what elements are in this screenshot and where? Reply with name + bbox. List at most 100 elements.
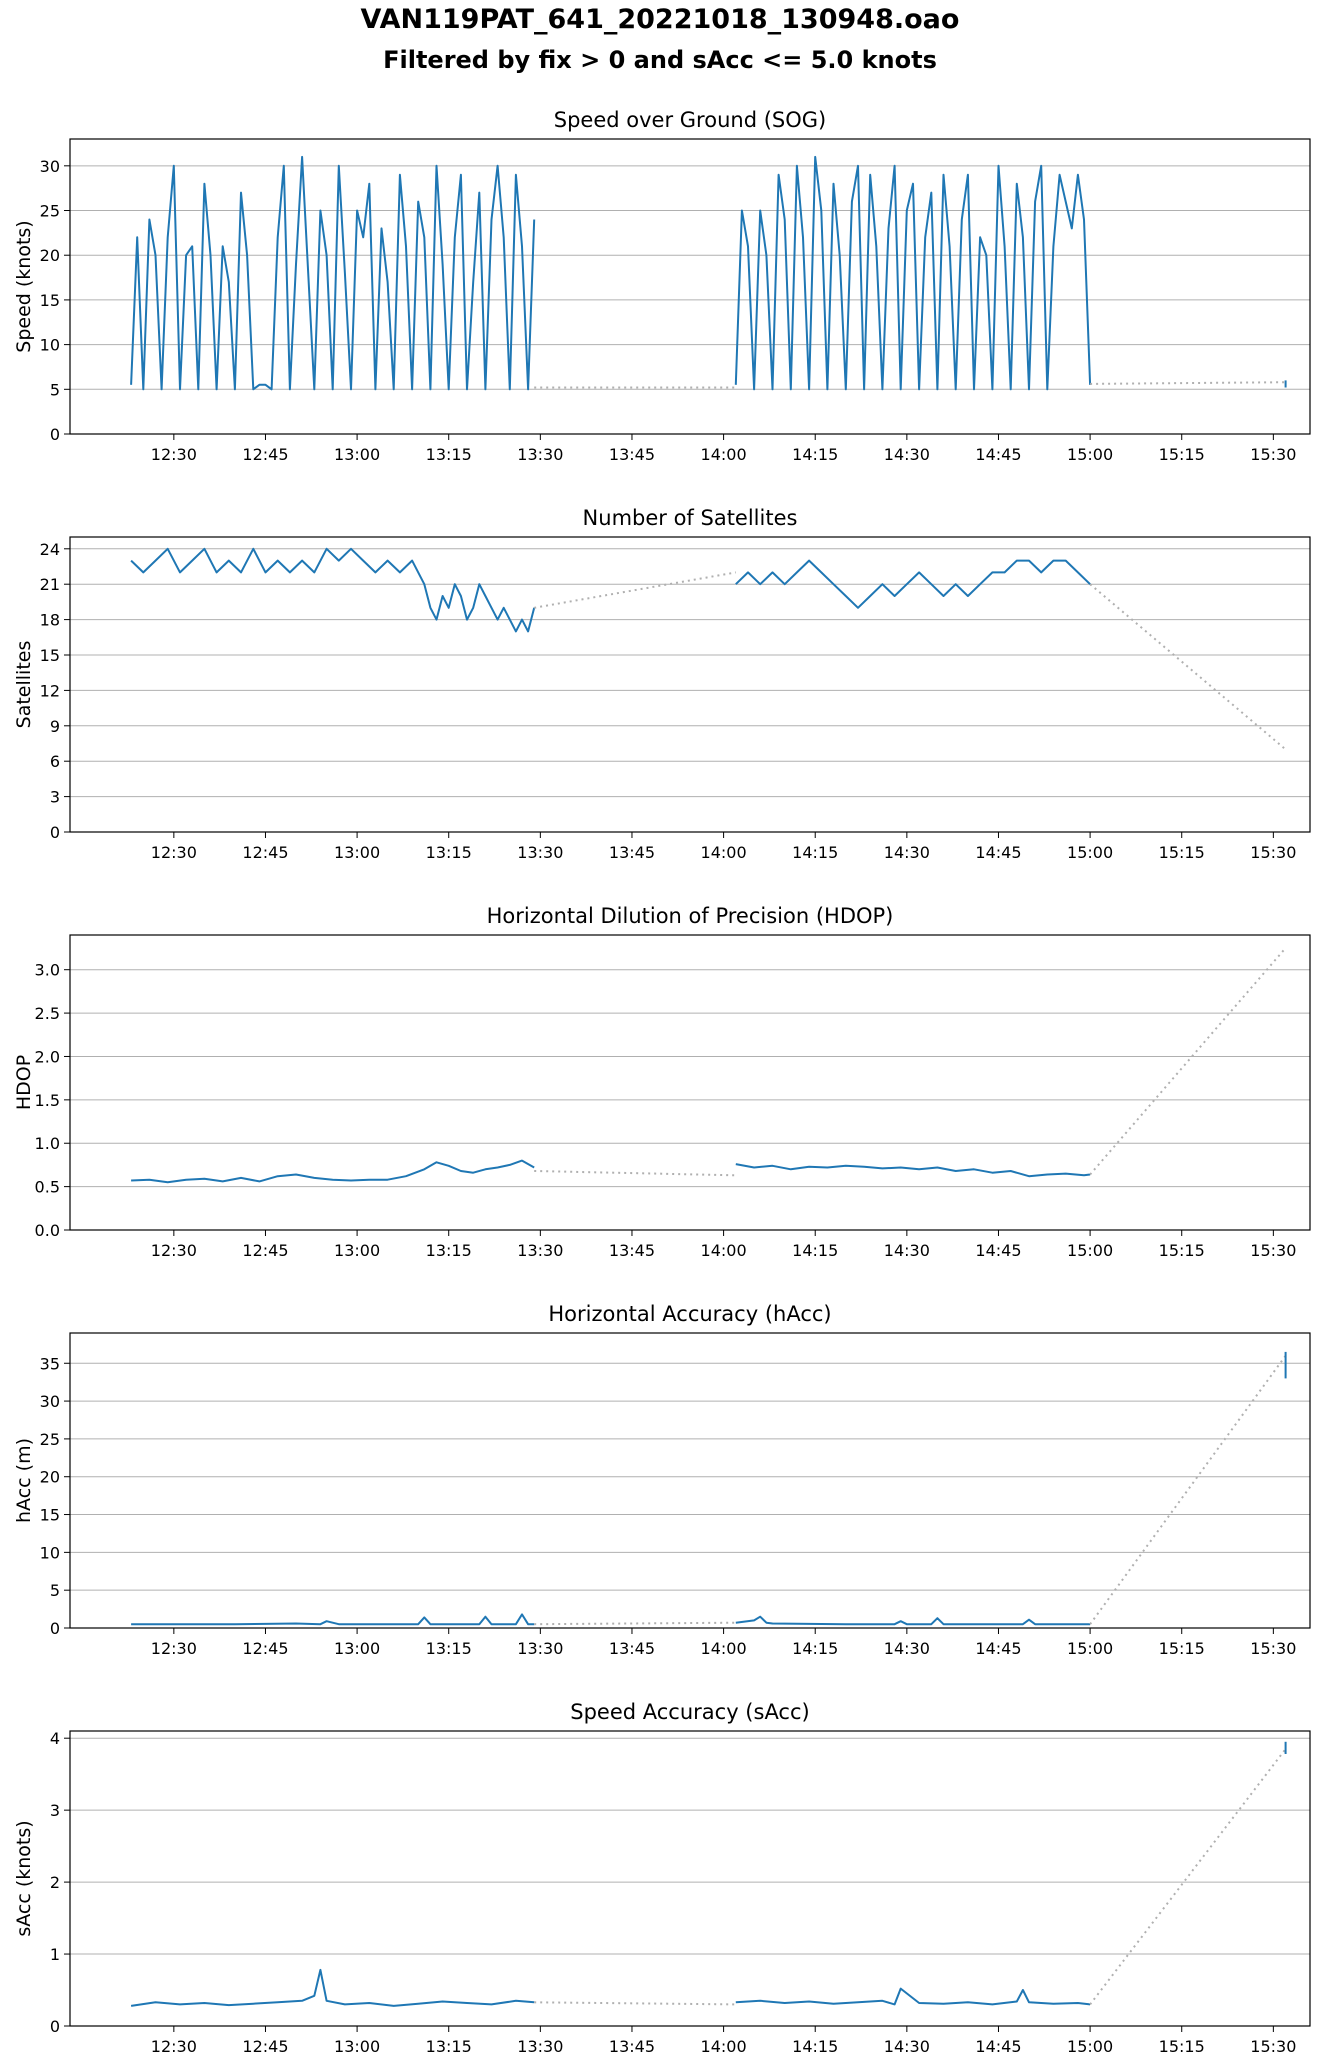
figure-subtitle: Filtered by fix > 0 and sAcc <= 5.0 knot…: [383, 46, 937, 74]
series-line: [130, 547, 536, 633]
x-tick-label: 15:30: [1250, 1241, 1296, 1260]
gap-line: [1089, 1355, 1287, 1625]
x-tick-label: 13:30: [517, 843, 563, 862]
x-tick-label: 13:30: [517, 2037, 563, 2056]
y-tick-label: 15: [40, 646, 60, 665]
x-tick-label: 14:45: [975, 2037, 1021, 2056]
x-tick-label: 14:00: [701, 843, 747, 862]
panel-title: Horizontal Accuracy (hAcc): [548, 1302, 831, 1326]
y-tick-label: 3: [50, 1801, 60, 1820]
y-tick-label: 2: [50, 1873, 60, 1892]
y-tick-label: 3: [50, 788, 60, 807]
y-tick-label: 30: [40, 1392, 60, 1411]
x-tick-label: 15:30: [1250, 1639, 1296, 1658]
x-tick-label: 15:00: [1067, 1639, 1113, 1658]
x-tick-label: 13:45: [609, 1241, 655, 1260]
x-tick-label: 13:45: [609, 445, 655, 464]
y-axis-label: Speed (knots): [13, 220, 35, 352]
plot-frame: [69, 138, 1311, 435]
y-tick-label: 6: [50, 752, 60, 771]
y-tick-label: 25: [40, 1430, 60, 1449]
y-tick-label: 0.5: [35, 1178, 60, 1197]
y-tick-label: 20: [40, 1468, 60, 1487]
y-tick-label: 1.0: [35, 1134, 60, 1153]
y-tick-label: 12: [40, 681, 60, 700]
y-tick-label: 30: [40, 157, 60, 176]
x-tick-label: 12:45: [242, 445, 288, 464]
y-tick-label: 1: [50, 1945, 60, 1964]
y-tick-label: 35: [40, 1354, 60, 1373]
gap-line: [534, 1621, 736, 1626]
gap-line: [1089, 947, 1287, 1176]
series-line: [735, 1615, 1091, 1626]
gap-line: [1090, 381, 1286, 385]
x-tick-label: 15:15: [1159, 843, 1205, 862]
x-tick-label: 12:45: [242, 1639, 288, 1658]
gap-line: [1089, 1748, 1287, 2006]
x-tick-label: 14:30: [884, 445, 930, 464]
x-tick-label: 12:45: [242, 2037, 288, 2056]
x-tick-label: 14:15: [792, 1639, 838, 1658]
y-tick-label: 4: [50, 1729, 60, 1748]
x-tick-label: 14:45: [975, 445, 1021, 464]
x-tick-label: 14:00: [701, 2037, 747, 2056]
y-tick-label: 0: [50, 2017, 60, 2036]
x-tick-label: 15:00: [1067, 1241, 1113, 1260]
series-line: [130, 1968, 535, 2007]
x-tick-label: 13:45: [609, 1639, 655, 1658]
plot-frame: [69, 1332, 1311, 1629]
y-tick-label: 24: [40, 540, 60, 559]
x-tick-label: 13:15: [426, 1241, 472, 1260]
x-tick-label: 13:15: [426, 843, 472, 862]
panel-title: Speed Accuracy (sAcc): [570, 1700, 809, 1724]
panel-title: Speed over Ground (SOG): [554, 108, 826, 132]
x-tick-label: 12:45: [242, 1241, 288, 1260]
x-tick-label: 12:30: [151, 1639, 197, 1658]
series-line: [131, 1613, 535, 1626]
x-tick-label: 14:30: [884, 1241, 930, 1260]
x-tick-label: 13:45: [609, 2037, 655, 2056]
gap-line: [534, 1170, 736, 1177]
y-tick-label: 0: [50, 1619, 60, 1638]
y-tick-label: 0.0: [35, 1221, 60, 1240]
x-tick-label: 12:30: [151, 1241, 197, 1260]
x-tick-label: 13:30: [517, 1639, 563, 1658]
x-tick-label: 14:00: [701, 1241, 747, 1260]
x-tick-label: 13:00: [334, 843, 380, 862]
x-tick-label: 12:30: [151, 2037, 197, 2056]
plot-frame: [69, 1730, 1311, 2027]
y-axis-label: sAcc (knots): [13, 1820, 35, 1936]
figure-title: VAN119PAT_641_20221018_130948.oao: [360, 4, 960, 35]
gap-line: [1089, 583, 1287, 751]
x-tick-label: 14:45: [975, 1241, 1021, 1260]
x-tick-label: 13:15: [426, 2037, 472, 2056]
x-tick-label: 13:15: [426, 1639, 472, 1658]
series-line: [734, 155, 1092, 391]
y-tick-label: 10: [40, 336, 60, 355]
gap-line: [534, 2001, 736, 2006]
y-tick-label: 18: [40, 611, 60, 630]
x-tick-label: 15:15: [1159, 1639, 1205, 1658]
x-tick-label: 15:00: [1067, 445, 1113, 464]
plot-frame: [69, 536, 1311, 833]
series-line: [131, 1159, 535, 1184]
y-tick-label: 5: [50, 1581, 60, 1600]
x-tick-label: 14:15: [792, 1241, 838, 1260]
y-tick-label: 1.5: [35, 1091, 60, 1110]
x-tick-label: 14:30: [884, 2037, 930, 2056]
series-line: [735, 559, 1091, 609]
x-tick-label: 14:15: [792, 843, 838, 862]
y-axis-label: hAcc (m): [13, 1438, 35, 1523]
plot-frame: [69, 934, 1311, 1231]
x-tick-label: 14:15: [792, 2037, 838, 2056]
y-tick-label: 0: [50, 425, 60, 444]
series-line: [735, 1987, 1091, 2006]
x-tick-label: 13:15: [426, 445, 472, 464]
x-tick-label: 14:00: [701, 445, 747, 464]
x-tick-label: 14:00: [701, 1639, 747, 1658]
y-tick-label: 2.5: [35, 1004, 60, 1023]
x-tick-label: 13:00: [334, 445, 380, 464]
x-tick-label: 15:15: [1159, 1241, 1205, 1260]
y-axis-label: Satellites: [13, 641, 35, 729]
